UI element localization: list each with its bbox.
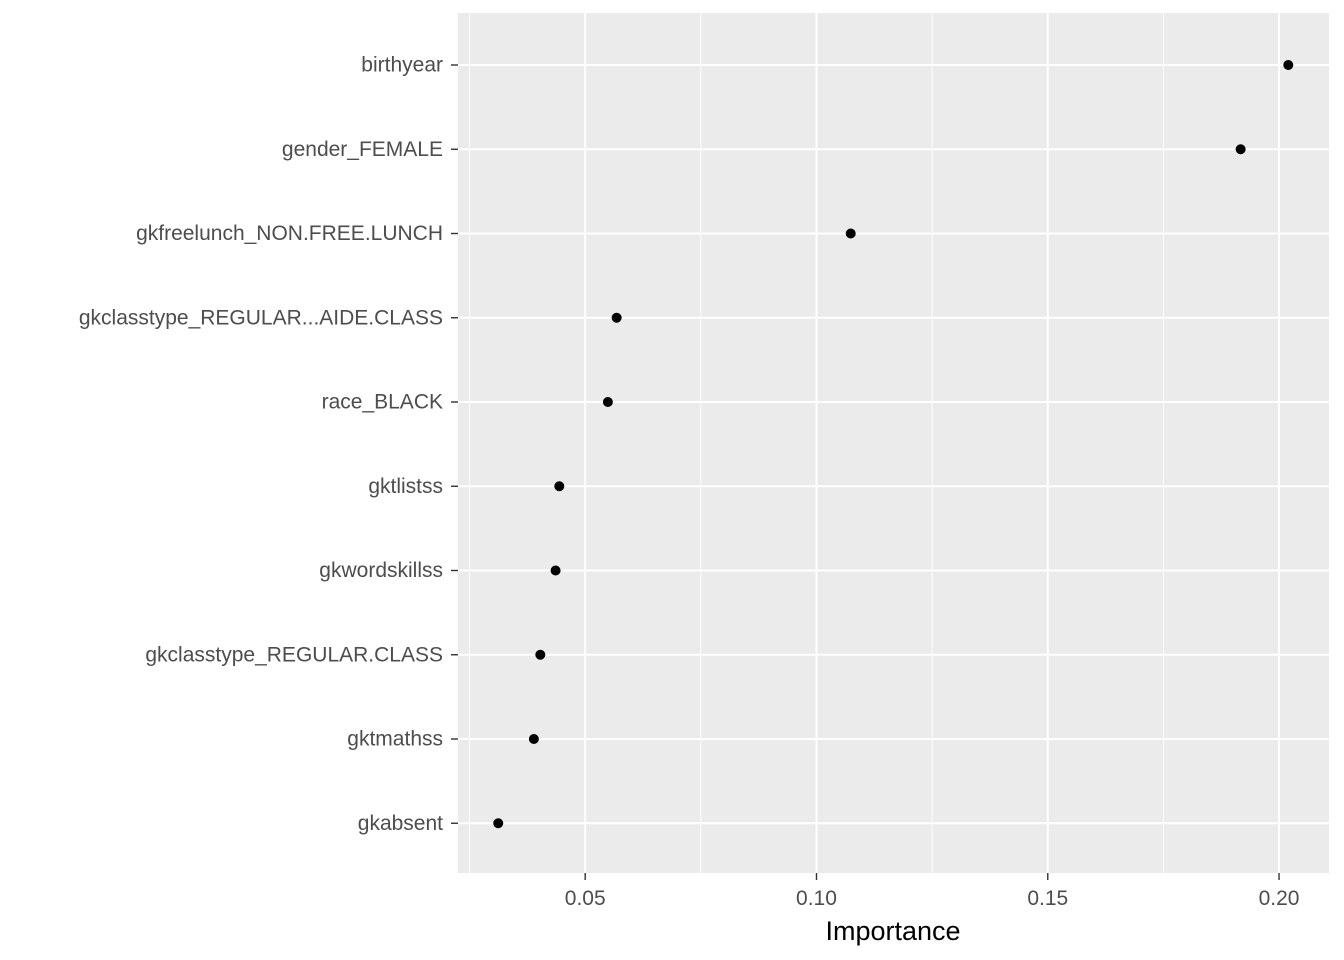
y-tick-label: birthyear (361, 54, 443, 77)
x-tick-label: 0.15 (1027, 887, 1068, 910)
data-point (493, 818, 504, 829)
minor-gridlines (469, 13, 1164, 873)
x-axis: 0.05 0.10 0.15 0.20 (565, 873, 1300, 910)
y-tick-label: gkclasstype_REGULAR...AIDE.CLASS (79, 306, 443, 329)
y-tick-label: gktmathss (347, 728, 443, 751)
x-tick-label: 0.05 (565, 887, 606, 910)
x-axis-title: Importance (825, 916, 960, 946)
data-point (535, 649, 546, 660)
y-tick-label: gkwordskillss (319, 559, 443, 582)
plot-panel (458, 13, 1329, 873)
data-points (493, 60, 1294, 829)
x-tick-label: 0.20 (1259, 887, 1300, 910)
data-point (1235, 144, 1246, 155)
major-gridlines (458, 13, 1329, 873)
data-point (845, 228, 856, 239)
data-point (1283, 60, 1294, 70)
y-tick-label: gender_FEMALE (282, 138, 443, 161)
y-tick-label: gkabsent (358, 812, 443, 835)
y-tick-label: gkclasstype_REGULAR.CLASS (145, 643, 443, 666)
y-axis: birthyear gender_FEMALE gkfreelunch_NON.FR… (79, 54, 458, 835)
data-point (550, 565, 561, 576)
y-tick-label: gkfreelunch_NON.FREE.LUNCH (136, 222, 443, 245)
data-point (528, 734, 539, 744)
data-point (554, 481, 565, 492)
data-point (611, 312, 622, 323)
y-tick-label: gktlistss (368, 475, 443, 498)
data-point (602, 397, 613, 407)
y-tick-label: race_BLACK (322, 391, 443, 414)
x-tick-label: 0.10 (796, 887, 837, 910)
